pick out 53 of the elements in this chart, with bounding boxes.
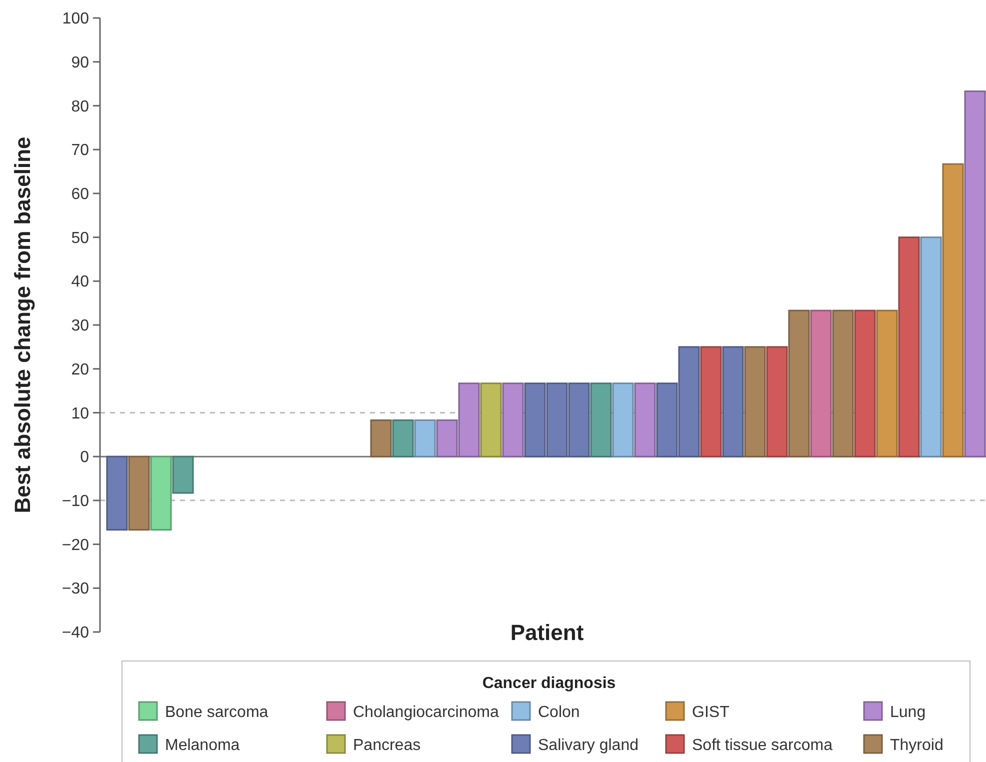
bar <box>150 456 172 531</box>
bar <box>502 382 524 458</box>
legend-label: Bone sarcoma <box>165 704 268 721</box>
bar <box>172 456 194 494</box>
legend-label: Thyroid <box>890 737 944 754</box>
bar <box>634 382 656 458</box>
y-tick-label: 20 <box>71 361 90 378</box>
bar <box>392 419 414 458</box>
y-tick-label: −20 <box>62 536 90 554</box>
bar <box>898 236 920 458</box>
y-tick-label: −40 <box>62 624 90 642</box>
y-axis-title: Best absolute change from baseline <box>10 136 35 514</box>
bar <box>480 382 502 458</box>
y-tick-label: −10 <box>62 493 90 510</box>
bar <box>788 310 810 458</box>
bar <box>942 163 964 458</box>
bar <box>744 346 766 458</box>
bar <box>832 310 854 458</box>
bar <box>766 346 788 458</box>
legend-label: Soft tissue sarcoma <box>692 737 833 754</box>
x-axis-title: Patient <box>510 620 584 645</box>
y-tick-label: 80 <box>71 98 90 116</box>
y-tick-label: 0 <box>80 449 90 466</box>
legend-label: Lung <box>890 704 926 721</box>
legend-label: Colon <box>538 704 580 721</box>
bar <box>920 236 942 458</box>
bar <box>964 90 986 458</box>
bar <box>106 456 128 531</box>
legend-label: Cholangiocarcinoma <box>353 704 499 721</box>
y-tick-label: 70 <box>71 142 90 160</box>
legend-label: GIST <box>692 704 730 721</box>
y-tick-label: 90 <box>71 54 90 72</box>
bar <box>590 382 612 458</box>
bar <box>854 310 876 458</box>
y-tick-label: 30 <box>71 318 90 335</box>
bar <box>876 310 898 458</box>
legend-label: Melanoma <box>165 737 240 754</box>
legend-title: Cancer diagnosis <box>482 675 616 692</box>
y-tick-label: 50 <box>71 230 90 247</box>
y-tick-label: 60 <box>71 186 90 204</box>
bar <box>700 346 722 458</box>
y-tick-label: 10 <box>71 405 90 422</box>
legend-label: Pancreas <box>353 737 421 754</box>
bar <box>810 310 832 458</box>
legend-label: Salivary gland <box>538 737 638 754</box>
bar <box>128 456 150 531</box>
y-tick-label: 40 <box>71 274 90 291</box>
bar <box>722 346 744 458</box>
y-tick-label: 100 <box>62 10 90 28</box>
bar <box>414 419 436 458</box>
bar <box>612 382 634 458</box>
bar <box>370 419 392 458</box>
y-tick-label: −30 <box>62 580 90 598</box>
